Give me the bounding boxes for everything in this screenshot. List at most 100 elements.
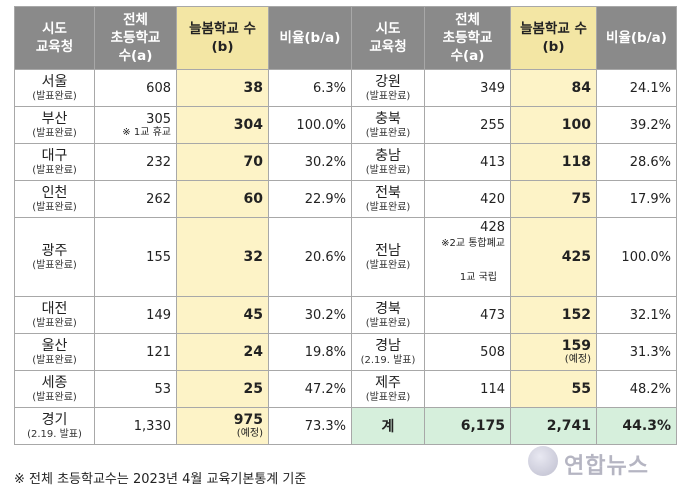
count-cell: 84 [510, 69, 597, 107]
table-row: 서울 (발표완료) 608 38 6.3% 강원 (발표완료) 349 84 24.… [14, 69, 677, 107]
region-cell: 경남 (2.19. 발표) [351, 333, 425, 371]
region-cell: 인천 (발표완료) [14, 180, 95, 218]
table-row: 세종 (발표완료) 53 25 47.2% 제주 (발표완료) 114 55 48.… [14, 370, 677, 408]
count-cell: 60 [176, 180, 269, 218]
ratio-cell: 31.3% [596, 333, 677, 371]
region-cell: 경기 (2.19. 발표) [14, 407, 95, 445]
header-total-schools: 전체 초등학교 수(a) [94, 6, 177, 70]
count-cell: 118 [510, 143, 597, 181]
grand-total-count: 2,741 [510, 407, 597, 445]
total-cell: 121 [94, 333, 177, 371]
footnote: ※ 전체 초등학교수는 2023년 4월 교육기본통계 기준 [14, 472, 307, 487]
total-cell: 305 ※ 1교 휴교 [94, 106, 177, 144]
region-cell: 대구 (발표완료) [14, 143, 95, 181]
grand-total-schools: 6,175 [424, 407, 511, 445]
count-cell: 55 [510, 370, 597, 408]
table-row: 광주 (발표완료) 155 32 20.6% 전남 (발표완료) 428 ※2교 통… [14, 217, 677, 297]
count-cell: 24 [176, 333, 269, 371]
total-cell: 114 [424, 370, 511, 408]
total-note-2: 1교 국립 [459, 272, 497, 283]
globe-icon [528, 446, 558, 476]
count-cell: 45 [176, 296, 269, 334]
ratio-cell: 32.1% [596, 296, 677, 334]
total-note: ※ 1교 휴교 [122, 126, 171, 138]
watermark-text: 연합뉴스 [564, 454, 649, 479]
total-cell: 1,330 [94, 407, 177, 445]
region-cell: 충남 (발표완료) [351, 143, 425, 181]
ratio-cell: 30.2% [268, 296, 352, 334]
region-cell: 강원 (발표완료) [351, 69, 425, 107]
region-cell: 전남 (발표완료) [351, 217, 425, 297]
neulbom-school-table: 시도 교육청 전체 초등학교 수(a) 늘봄학교 수 (b) 비율(b/a) 시도 교육청… [14, 6, 677, 445]
ratio-cell: 47.2% [268, 370, 352, 408]
count-cell: 159 (예정) [510, 333, 597, 371]
header-region: 시도 교육청 [351, 6, 425, 70]
count-cell: 38 [176, 69, 269, 107]
grand-total-ratio: 44.3% [596, 407, 677, 445]
region-cell: 대전 (발표완료) [14, 296, 95, 334]
region-cell: 경북 (발표완료) [351, 296, 425, 334]
region-cell: 전북 (발표완료) [351, 180, 425, 218]
total-cell: 155 [94, 217, 177, 297]
table-row: 울산 (발표완료) 121 24 19.8% 경남 (2.19. 발표) 508 1… [14, 333, 677, 371]
total-cell: 413 [424, 143, 511, 181]
count-cell: 304 [176, 106, 269, 144]
ratio-cell: 48.2% [596, 370, 677, 408]
header-row: 시도 교육청 전체 초등학교 수(a) 늘봄학교 수 (b) 비율(b/a) 시도 교육청… [14, 6, 677, 70]
region-cell: 서울 (발표완료) [14, 69, 95, 107]
total-cell: 349 [424, 69, 511, 107]
region-cell: 부산 (발표완료) [14, 106, 95, 144]
total-cell: 508 [424, 333, 511, 371]
total-cell: 149 [94, 296, 177, 334]
table-row: 부산 (발표완료) 305 ※ 1교 휴교 304 100.0% 충북 (발표완료) … [14, 106, 677, 144]
header-ratio: 비율(b/a) [268, 6, 352, 70]
count-note: (예정) [564, 354, 591, 365]
region-cell: 울산 (발표완료) [14, 333, 95, 371]
table-row: 경기 (2.19. 발표) 1,330 975 (예정) 73.3% 계 6,175… [14, 407, 677, 445]
count-cell: 75 [510, 180, 597, 218]
total-cell: 428 ※2교 통합폐교 1교 국립 [424, 217, 511, 297]
ratio-cell: 100.0% [268, 106, 352, 144]
watermark-logo: 연합뉴스 [528, 442, 678, 482]
region-cell: 제주 (발표완료) [351, 370, 425, 408]
region-cell: 충북 (발표완료) [351, 106, 425, 144]
count-note: (예정) [236, 428, 263, 439]
table-row: 대전 (발표완료) 149 45 30.2% 경북 (발표완료) 473 152 3… [14, 296, 677, 334]
count-cell: 975 (예정) [176, 407, 269, 445]
table-row: 대구 (발표완료) 232 70 30.2% 충남 (발표완료) 413 118 2… [14, 143, 677, 181]
header-neulbom: 늘봄학교 수 (b) [510, 6, 597, 70]
region-cell: 세종 (발표완료) [14, 370, 95, 408]
total-cell: 608 [94, 69, 177, 107]
ratio-cell: 19.8% [268, 333, 352, 371]
total-cell: 232 [94, 143, 177, 181]
ratio-cell: 22.9% [268, 180, 352, 218]
table-row: 인천 (발표완료) 262 60 22.9% 전북 (발표완료) 420 75 17… [14, 180, 677, 218]
total-cell: 420 [424, 180, 511, 218]
total-cell: 53 [94, 370, 177, 408]
ratio-cell: 6.3% [268, 69, 352, 107]
count-cell: 425 [510, 217, 597, 297]
count-cell: 70 [176, 143, 269, 181]
total-label: 계 [351, 407, 425, 445]
count-cell: 32 [176, 217, 269, 297]
header-region: 시도 교육청 [14, 6, 95, 70]
ratio-cell: 28.6% [596, 143, 677, 181]
total-cell: 473 [424, 296, 511, 334]
total-note: ※2교 통합폐교 [441, 238, 505, 249]
ratio-cell: 30.2% [268, 143, 352, 181]
total-cell: 262 [94, 180, 177, 218]
count-cell: 152 [510, 296, 597, 334]
count-cell: 100 [510, 106, 597, 144]
ratio-cell: 73.3% [268, 407, 352, 445]
header-neulbom: 늘봄학교 수 (b) [176, 6, 269, 70]
count-cell: 25 [176, 370, 269, 408]
total-cell: 255 [424, 106, 511, 144]
ratio-cell: 24.1% [596, 69, 677, 107]
ratio-cell: 17.9% [596, 180, 677, 218]
ratio-cell: 39.2% [596, 106, 677, 144]
region-cell: 광주 (발표완료) [14, 217, 95, 297]
ratio-cell: 20.6% [268, 217, 352, 297]
header-total-schools: 전체 초등학교 수(a) [424, 6, 511, 70]
ratio-cell: 100.0% [596, 217, 677, 297]
header-ratio: 비율(b/a) [596, 6, 677, 70]
